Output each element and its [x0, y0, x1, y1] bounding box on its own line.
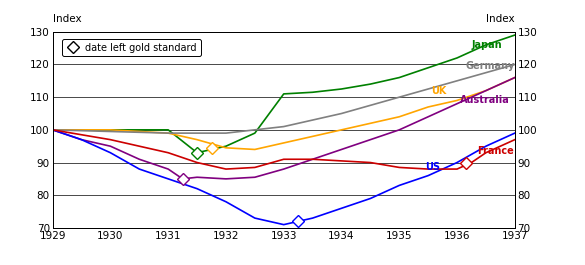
- Text: UK: UK: [431, 86, 446, 96]
- Text: Australia: Australia: [460, 95, 510, 105]
- Text: Index: Index: [486, 14, 515, 24]
- Text: France: France: [477, 146, 514, 156]
- Text: US: US: [425, 162, 441, 173]
- Text: Index: Index: [53, 14, 81, 24]
- Legend: date left gold standard: date left gold standard: [62, 39, 201, 56]
- Text: Japan: Japan: [472, 40, 502, 50]
- Text: Germany: Germany: [466, 61, 515, 71]
